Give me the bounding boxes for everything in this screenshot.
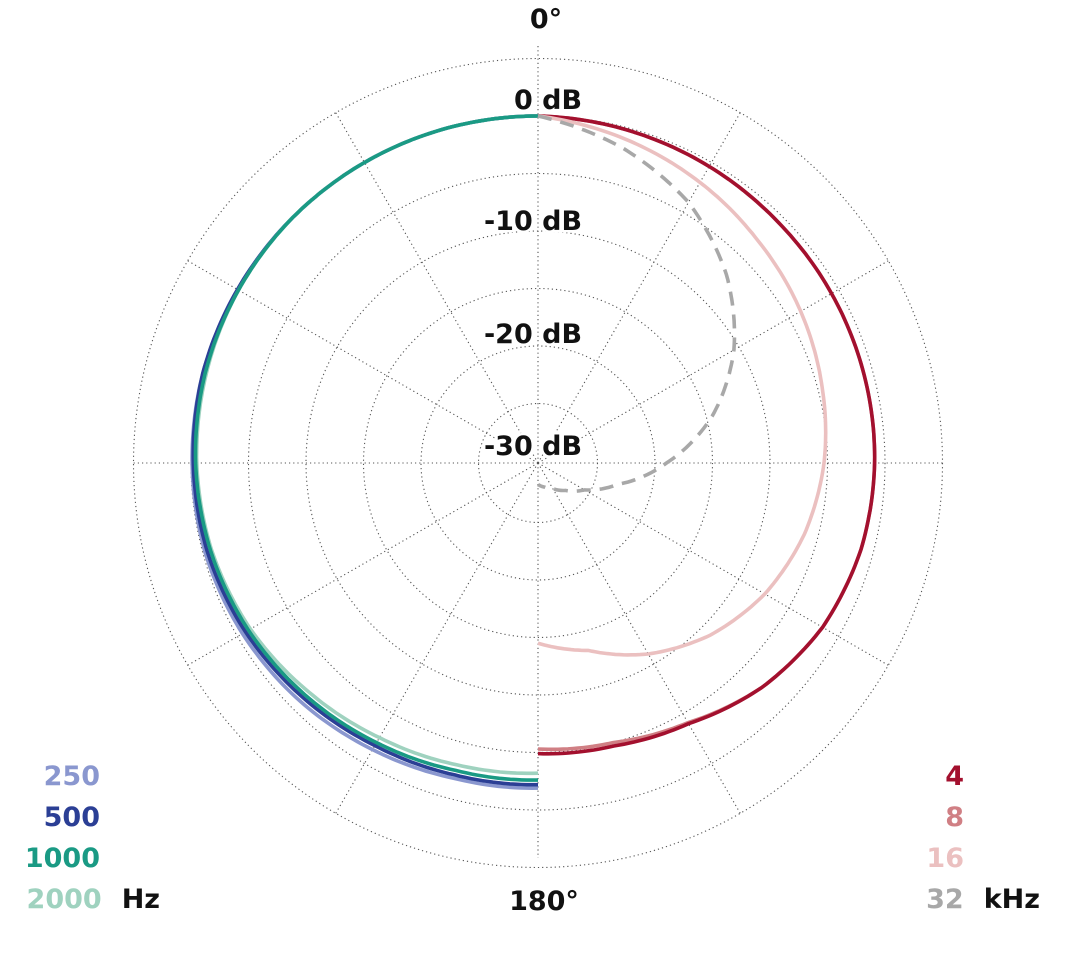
grid-spoke bbox=[537, 462, 741, 814]
radial-label-minus10db: -10 dB bbox=[484, 206, 582, 237]
grid-spoke bbox=[187, 462, 539, 666]
legend-item-16: 16 bbox=[924, 838, 1040, 879]
grid-ring bbox=[420, 345, 656, 581]
legend-label-16: 16 bbox=[926, 843, 964, 874]
legend-item-250: 250 bbox=[20, 756, 160, 797]
legend-item-1000: 1000 bbox=[20, 838, 160, 879]
grid-spoke bbox=[537, 112, 741, 464]
series-layer bbox=[190, 114, 877, 791]
legend-label-250: 250 bbox=[43, 761, 100, 792]
legend-label-1000: 1000 bbox=[24, 843, 100, 874]
angle-label-180: 180° bbox=[509, 886, 579, 917]
legend-item-4: 4 bbox=[924, 756, 1040, 797]
legend-label-32: 32 bbox=[926, 884, 964, 915]
legend-item-2000: 2000 Hz bbox=[20, 879, 160, 920]
grid-ring bbox=[132, 57, 944, 869]
grid-spoke bbox=[187, 260, 539, 464]
radial-label-0db: 0 dB bbox=[514, 85, 582, 116]
legend-khz: 4 8 16 32 kHz bbox=[924, 756, 1040, 920]
angle-label-0: 0° bbox=[530, 4, 562, 35]
legend-label-8: 8 bbox=[945, 802, 964, 833]
legend-label-500: 500 bbox=[43, 802, 100, 833]
legend-hz: 250 500 1000 2000 Hz bbox=[20, 756, 160, 920]
series-line-32 bbox=[536, 114, 737, 493]
grid-ring bbox=[362, 287, 714, 639]
grid-spoke bbox=[335, 112, 539, 464]
legend-item-500: 500 bbox=[20, 797, 160, 838]
grid-spoke bbox=[537, 462, 889, 666]
legend-label-2000: 2000 bbox=[26, 884, 102, 915]
grid-spoke bbox=[537, 260, 889, 464]
legend-item-32: 32 kHz bbox=[924, 879, 1040, 920]
legend-unit-hz: Hz bbox=[121, 884, 160, 915]
legend-label-4: 4 bbox=[945, 761, 964, 792]
series-line-4 bbox=[537, 114, 877, 756]
legend-item-8: 8 bbox=[924, 797, 1040, 838]
legend-unit-khz: kHz bbox=[983, 884, 1040, 915]
grid-ring bbox=[247, 172, 829, 754]
label-layer: 0° 180° 0 dB -10 dB -20 dB -30 dB bbox=[481, 2, 584, 920]
radial-label-minus20db: -20 dB bbox=[484, 319, 582, 350]
grid-spoke bbox=[335, 462, 539, 814]
radial-label-minus30db: -30 dB bbox=[484, 431, 582, 462]
series-line-1000 bbox=[193, 114, 539, 782]
series-line-16 bbox=[537, 114, 828, 657]
